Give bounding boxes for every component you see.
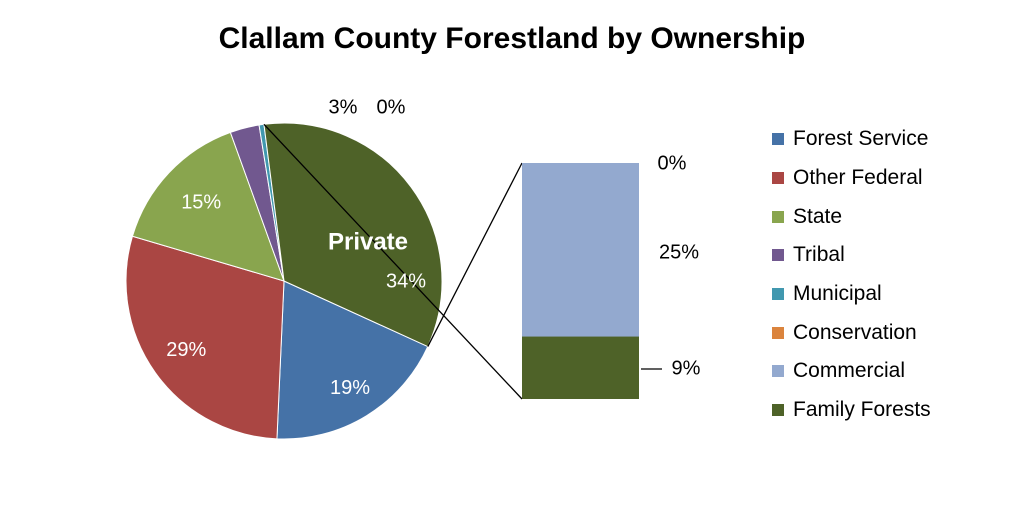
data-label-forest-service: 19% [330,377,370,399]
pie-slice-state [131,131,285,282]
pie-group [125,122,443,440]
legend-label: Tribal [793,243,845,267]
data-label-private: 34% [386,270,426,292]
chart-title: Clallam County Forestland by Ownership [218,22,806,55]
legend-item-forest-service: Forest Service [772,120,931,159]
pie-slice-forest-service [276,280,429,440]
legend-item-municipal: Municipal [772,275,931,314]
legend-label: Other Federal [793,166,923,190]
legend-swatch [772,404,784,417]
bar-label-family-forests: 9% [672,357,701,379]
bar-segment-commercial [522,163,639,337]
legend-item-tribal: Tribal [772,236,931,275]
connector-bottom [263,123,523,400]
legend-label: Conservation [793,320,917,344]
bar-label-conservation: 0% [658,152,687,174]
legend: Forest Service Other Federal State Tribal Mu… [772,120,931,430]
legend-item-family-forests: Family Forests [772,391,931,430]
private-group-label: Private [328,228,408,255]
legend-item-conservation: Conservation [772,313,931,352]
legend-label: State [793,204,843,228]
legend-label: Municipal [793,282,882,306]
data-label-other-federal: 29% [166,339,206,361]
data-label-tribal: 3% [329,96,358,118]
legend-swatch [772,249,784,262]
legend-swatch [772,133,784,146]
legend-label: Commercial [793,359,906,383]
legend-label: Family Forests [793,398,931,422]
legend-item-state: State [772,197,931,236]
legend-swatch [772,326,784,339]
data-label-municipal: 0% [377,96,406,118]
legend-item-commercial: Commercial [772,352,931,391]
connector-lines [263,123,523,400]
stacked-bar-group [522,163,639,399]
pie-slice-other-federal [125,235,285,440]
legend-swatch [772,172,784,185]
legend-swatch [772,288,784,301]
pie-slice-private [263,122,443,348]
data-labels: 19% 29% 15% 3% 0% 34% Private 0% 25% 9% [166,96,700,399]
legend-swatch [772,210,784,223]
legend-item-other-federal: Other Federal [772,159,931,198]
legend-label: Forest Service [793,127,929,151]
legend-swatch [772,365,784,378]
bar-label-commercial: 25% [659,241,699,263]
bar-segment-family-forests [522,336,639,399]
data-label-state: 15% [181,191,221,213]
connector-top [427,162,523,347]
